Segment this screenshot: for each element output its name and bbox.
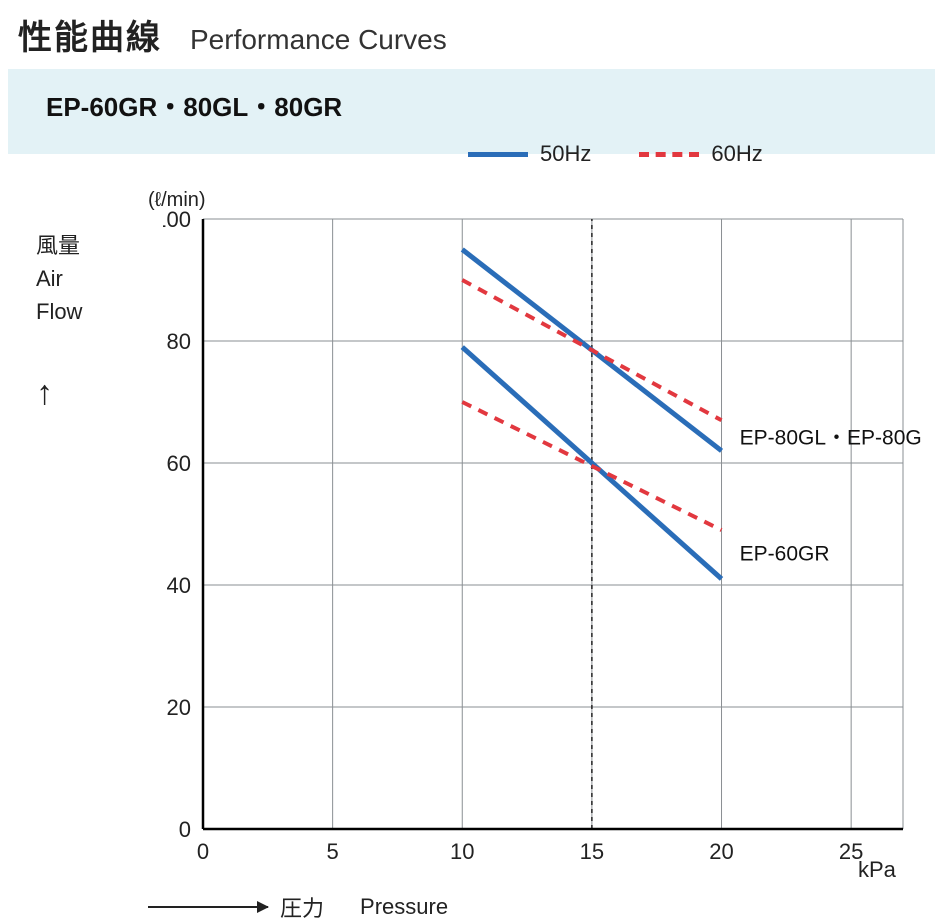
title-english: Performance Curves bbox=[190, 24, 447, 56]
y-label-en-1: Air bbox=[36, 262, 82, 295]
legend-label-50hz: 50Hz bbox=[540, 141, 591, 167]
svg-text:0: 0 bbox=[179, 817, 191, 842]
page-title: 性能曲線 Performance Curves bbox=[18, 10, 935, 59]
svg-text:10: 10 bbox=[450, 839, 474, 864]
x-axis-label: 圧力 Pressure bbox=[148, 891, 448, 923]
legend-swatch-dash bbox=[639, 152, 699, 157]
y-label-en-2: Flow bbox=[36, 295, 82, 328]
svg-text:15: 15 bbox=[580, 839, 604, 864]
x-label-en: Pressure bbox=[360, 894, 448, 920]
svg-text:0: 0 bbox=[197, 839, 209, 864]
title-japanese: 性能曲線 bbox=[18, 10, 162, 59]
x-label-jp: 圧力 bbox=[280, 891, 324, 923]
chart-legend: 50Hz 60Hz bbox=[468, 141, 763, 167]
svg-text:20: 20 bbox=[167, 695, 191, 720]
chart-panel: EP-60GR・80GL・80GR 50Hz 60Hz (ℓ/min) 風量 A… bbox=[8, 69, 935, 154]
svg-text:100: 100 bbox=[163, 207, 191, 232]
svg-text:40: 40 bbox=[167, 573, 191, 598]
performance-chart: 0204060801000510152025EP-80GL・EP-80GREP-… bbox=[163, 199, 923, 879]
svg-text:EP-60GR: EP-60GR bbox=[740, 543, 830, 566]
svg-text:80: 80 bbox=[167, 329, 191, 354]
svg-text:EP-80GL・EP-80GR: EP-80GL・EP-80GR bbox=[740, 427, 923, 450]
svg-text:5: 5 bbox=[327, 839, 339, 864]
x-axis-unit: kPa bbox=[858, 857, 896, 883]
y-label-jp: 風量 bbox=[36, 229, 82, 262]
svg-text:20: 20 bbox=[709, 839, 733, 864]
chart-subtitle: EP-60GR・80GL・80GR bbox=[46, 87, 927, 124]
right-arrow-icon bbox=[148, 906, 268, 908]
y-axis-label: 風量 Air Flow ↑ bbox=[36, 229, 82, 419]
up-arrow-icon: ↑ bbox=[36, 368, 82, 419]
legend-swatch-solid bbox=[468, 152, 528, 157]
legend-label-60hz: 60Hz bbox=[711, 141, 762, 167]
svg-text:60: 60 bbox=[167, 451, 191, 476]
